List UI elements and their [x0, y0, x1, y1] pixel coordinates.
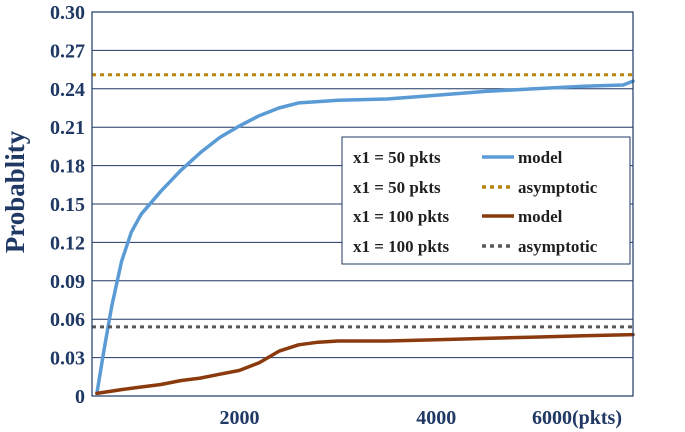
legend-name-x1-50-asymptotic: asymptotic [518, 178, 598, 197]
y-tick-label: 0.18 [50, 156, 85, 178]
plot-area-border [91, 11, 634, 397]
legend: x1 = 50 pkts model x1 = 50 pkts asymptotic x… [341, 136, 631, 265]
y-tick-label: 0.24 [50, 79, 85, 101]
y-tick-label: 0.03 [50, 348, 85, 370]
y-axis-tick-labels: 0 0.03 0.06 0.09 0.12 0.15 0.18 0.21 0.24 0.27 0.3… [50, 2, 85, 408]
y-tick-label: 0.06 [50, 309, 85, 331]
series-lines [92, 73, 635, 396]
legend-label-x1-100-model: x1 = 100 pkts [353, 207, 450, 226]
legend-label-x1-50-model: x1 = 50 pkts [353, 148, 441, 167]
y-axis-label: Probablity [0, 130, 30, 253]
y-tick-label: 0.15 [50, 194, 85, 216]
y-tick-label: 0.21 [50, 117, 85, 139]
x-tick-label: 4000 [416, 407, 456, 429]
legend-name-x1-100-asymptotic: asymptotic [518, 237, 598, 256]
y-tick-label: 0.12 [50, 232, 85, 254]
legend-label-x1-50-asymptotic: x1 = 50 pkts [353, 178, 441, 197]
x-tick-label: 2000 [220, 407, 260, 429]
series-line-x1-50-model [95, 79, 635, 396]
y-tick-label: 0.30 [50, 2, 85, 24]
y-tick-label: 0.09 [50, 271, 85, 293]
y-tick-label: 0 [75, 386, 85, 408]
x-tick-label: 6000(pkts) [532, 407, 622, 429]
y-tick-label: 0.27 [50, 40, 85, 62]
legend-label-x1-100-asymptotic: x1 = 100 pkts [353, 237, 450, 256]
series-line-x1-100-model [95, 332, 635, 396]
legend-name-x1-50-model: model [518, 148, 563, 167]
legend-name-x1-100-model: model [518, 207, 563, 226]
x-axis-tick-labels: 2000 4000 6000(pkts) [220, 407, 622, 429]
